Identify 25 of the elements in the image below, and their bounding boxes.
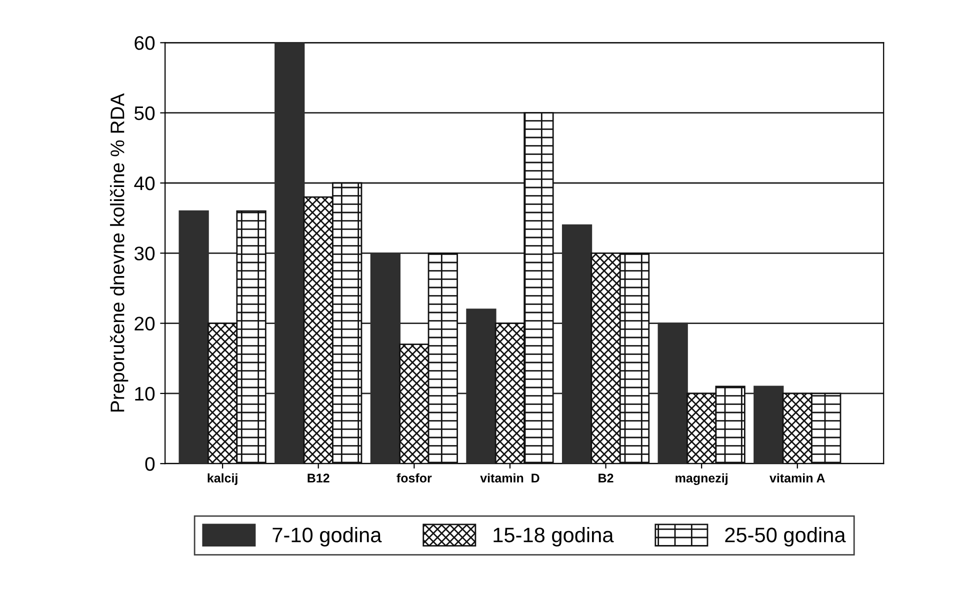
y-axis-title: Preporučene dnevne količine % RDA	[110, 93, 128, 412]
y-tick-label: 50	[134, 106, 155, 120]
x-tick-label: B12	[308, 474, 330, 482]
bar	[274, 42, 305, 464]
y-tick-label: 60	[134, 36, 155, 50]
bar	[754, 386, 784, 464]
y-tick-label: 30	[134, 246, 155, 260]
y-tick-label: 20	[134, 316, 155, 331]
bar	[370, 252, 400, 464]
bar	[466, 308, 496, 464]
y-tick-label: 10	[135, 386, 155, 401]
legend-label: 7-10 godina	[272, 527, 382, 546]
legend-label: 15-18 godina	[494, 527, 614, 546]
bar	[658, 322, 688, 464]
legend-label: 25-50 godina	[725, 527, 846, 546]
bar	[562, 224, 592, 464]
y-tick-label: 0	[145, 457, 155, 471]
x-tick-label: kalcij	[208, 473, 238, 485]
y-tick-label: 40	[134, 176, 155, 190]
x-tick-label: vitamin A	[770, 473, 825, 483]
x-tick-label: magnezij	[676, 473, 728, 486]
bar	[178, 210, 209, 464]
x-tick-label: fosfor	[396, 473, 432, 483]
x-tick-label: vitamin D	[480, 473, 540, 483]
x-tick-label: B2	[598, 474, 614, 482]
